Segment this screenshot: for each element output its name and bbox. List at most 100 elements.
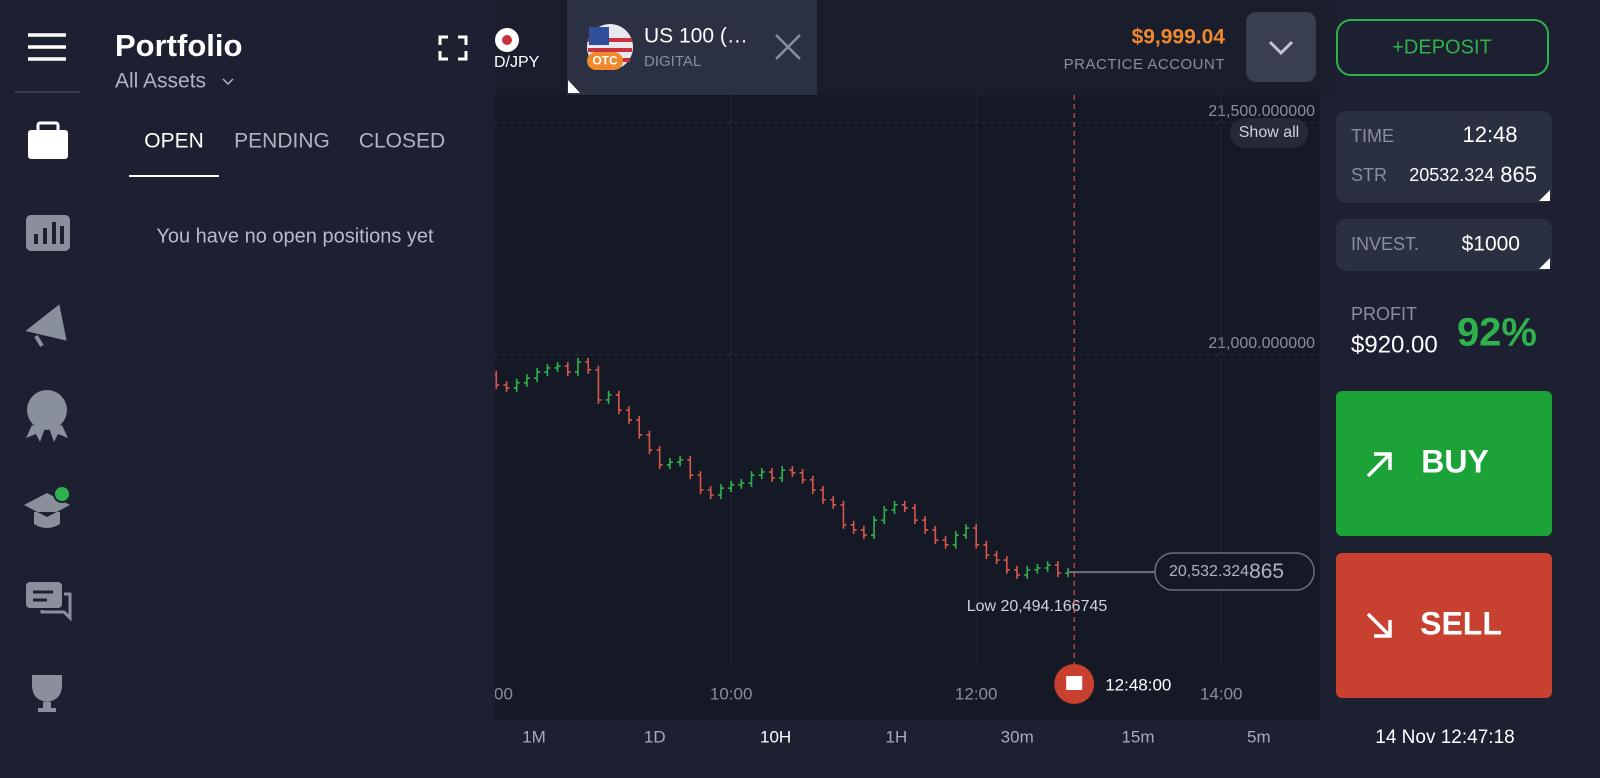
invest-box[interactable] [1336,219,1552,271]
candle [523,374,530,387]
candle [728,480,735,493]
profit-value: $920.00 [1351,331,1438,358]
candle [748,471,755,488]
chart-area [495,95,1320,720]
candle [605,390,612,404]
achievement-ribbon [26,425,68,442]
buy-text[interactable]: BUY [1421,443,1489,479]
profit-label: PROFIT [1351,304,1417,324]
promo-icon[interactable] [25,304,67,348]
timeframe[interactable]: 1D [644,727,666,746]
close-tab[interactable] [775,34,801,60]
candle [503,381,510,392]
portfolio-icon[interactable] [28,130,68,159]
price-main: 20,532.324 [1169,563,1249,580]
str-tail: 865 [1500,162,1537,187]
chat-icon[interactable] [26,582,62,608]
tab-corner [568,80,580,93]
tab-pending[interactable]: PENDING [234,130,330,153]
tab-open[interactable]: OPEN [144,130,204,153]
candle [626,406,633,424]
plot: 21,500.000000 21,000.000000 00 10:00 12:00 14… [494,95,1320,703]
buy-button[interactable] [1336,391,1552,536]
candle [973,524,980,549]
candle [513,378,520,392]
candle [707,486,714,500]
candle [809,475,816,495]
candle [891,500,898,514]
candle [758,467,765,480]
invest-value: $1000 [1462,233,1520,256]
chevron [1268,40,1294,56]
asset-filter[interactable]: All Assets [115,70,206,93]
chart-icon-bars [34,222,64,244]
sell-arrow [1366,612,1392,638]
corner [1539,258,1550,269]
account-dropdown[interactable] [1246,12,1316,82]
buy-arrow [1366,452,1392,478]
fullscreen-icon[interactable] [438,35,468,61]
tab-title[interactable]: D/JPY [494,54,540,71]
low-label: Low 20,494.166745 [967,598,1108,615]
corner [1539,190,1550,201]
expiry-time: 12:48:00 [1105,675,1171,694]
candle [942,536,949,549]
time-box[interactable] [1336,111,1552,203]
candle [1003,556,1010,574]
timeframe[interactable]: 1M [522,727,546,746]
deposit-button[interactable] [1336,19,1549,76]
achievement-icon[interactable] [27,390,67,430]
notification-dot [53,485,71,503]
time-value: 12:48 [1462,122,1517,147]
candle [656,446,663,469]
candle [830,495,837,509]
candle [1014,565,1021,579]
tab-flag-dot [502,35,512,45]
show-all-button[interactable] [1230,118,1308,148]
candle [993,550,1000,565]
chat-icon-lines [33,590,53,602]
candle [860,525,867,540]
deposit-text[interactable]: +DEPOSIT [1392,36,1491,58]
candle [677,455,684,467]
candle [901,500,908,513]
timeframe[interactable]: 10H [760,727,791,746]
candle [1034,563,1041,574]
timeframe[interactable]: 5m [1247,727,1271,746]
tab-title[interactable]: US 100 (… [644,25,748,48]
otc-text: OTC [592,54,618,68]
candle [820,486,827,504]
candle [554,362,561,372]
sell-text[interactable]: SELL [1420,605,1502,641]
otc-badge [587,52,623,70]
candle [799,468,806,484]
datetime: 14 Nov 12:47:18 [1375,727,1514,748]
menu-icon[interactable] [28,33,66,61]
timeframe[interactable]: 15m [1121,727,1154,746]
tab-closed[interactable]: CLOSED [359,130,445,153]
timeframe[interactable]: 30m [1001,727,1034,746]
candle [717,484,724,500]
candle [1044,561,1051,572]
candle [871,516,878,540]
flag-canton [589,27,609,45]
candle [840,500,847,529]
candle [636,415,643,439]
candle [687,455,694,480]
show-all[interactable]: Show all [1239,124,1299,141]
x-tick-label: 00 [494,684,513,703]
candle [789,466,796,477]
candle [615,390,622,415]
str-value: 20532.324 865 [1409,162,1537,187]
candle [666,458,673,469]
candle [850,520,857,534]
portfolio-title: Portfolio [115,28,242,63]
candle [1054,561,1061,578]
candle [595,365,602,404]
str-label: STR [1351,165,1387,185]
timeframe[interactable]: 1H [886,727,908,746]
sell-button[interactable] [1336,553,1552,698]
trophy-icon[interactable] [32,675,62,712]
x-tick-label: 14:00 [1200,684,1243,703]
